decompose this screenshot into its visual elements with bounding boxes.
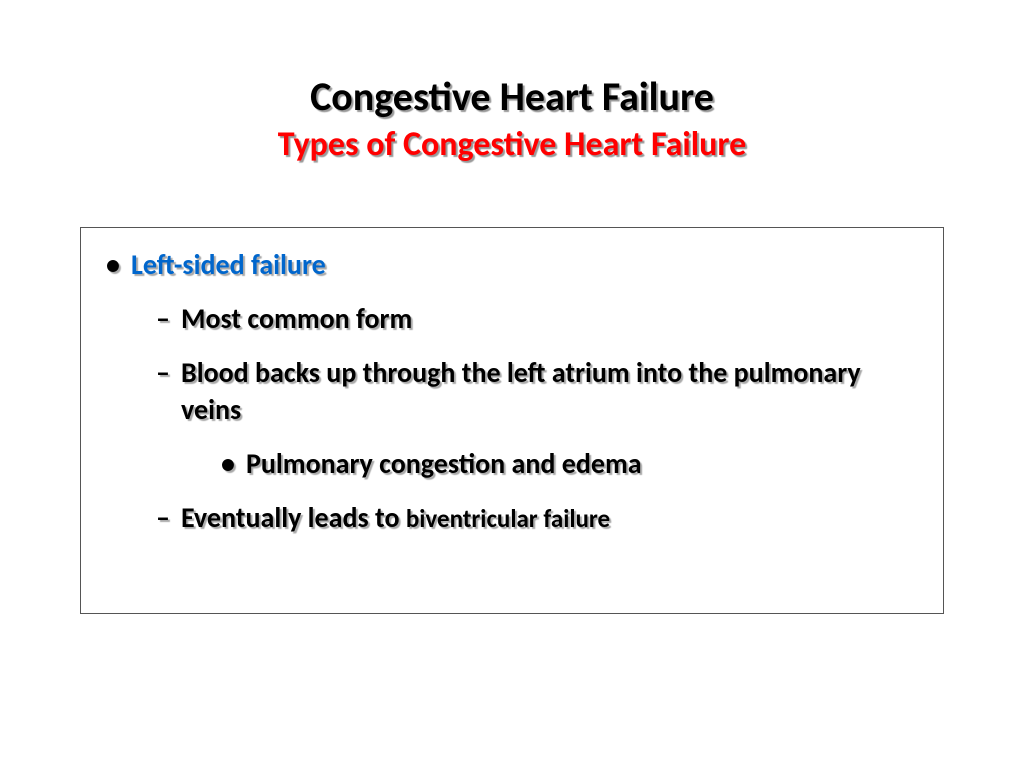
bullet-sub3-lead: Eventually leads to	[181, 500, 406, 535]
title-block: Congestive Heart Failure Types of Conges…	[0, 0, 1024, 197]
slide-title: Congestive Heart Failure	[0, 75, 1024, 119]
content-box: Left-sided failure Most common form Bloo…	[80, 227, 944, 614]
slide-subtitle: Types of Congestive Heart Failure	[0, 123, 1024, 167]
slide: Congestive Heart Failure Types of Conges…	[0, 0, 1024, 768]
bullet-sub2: Blood backs up through the left atrium i…	[181, 354, 923, 430]
bullet-sub1: Most common form	[181, 300, 923, 338]
bullet-sub3: Eventually leads to biventricular failur…	[181, 499, 923, 537]
bullet-sub3-term: biventricular failure	[406, 503, 610, 534]
bullet-heading: Left-sided failure	[131, 248, 923, 282]
bullet-sub2a: Pulmonary congestion and edema	[246, 445, 923, 483]
